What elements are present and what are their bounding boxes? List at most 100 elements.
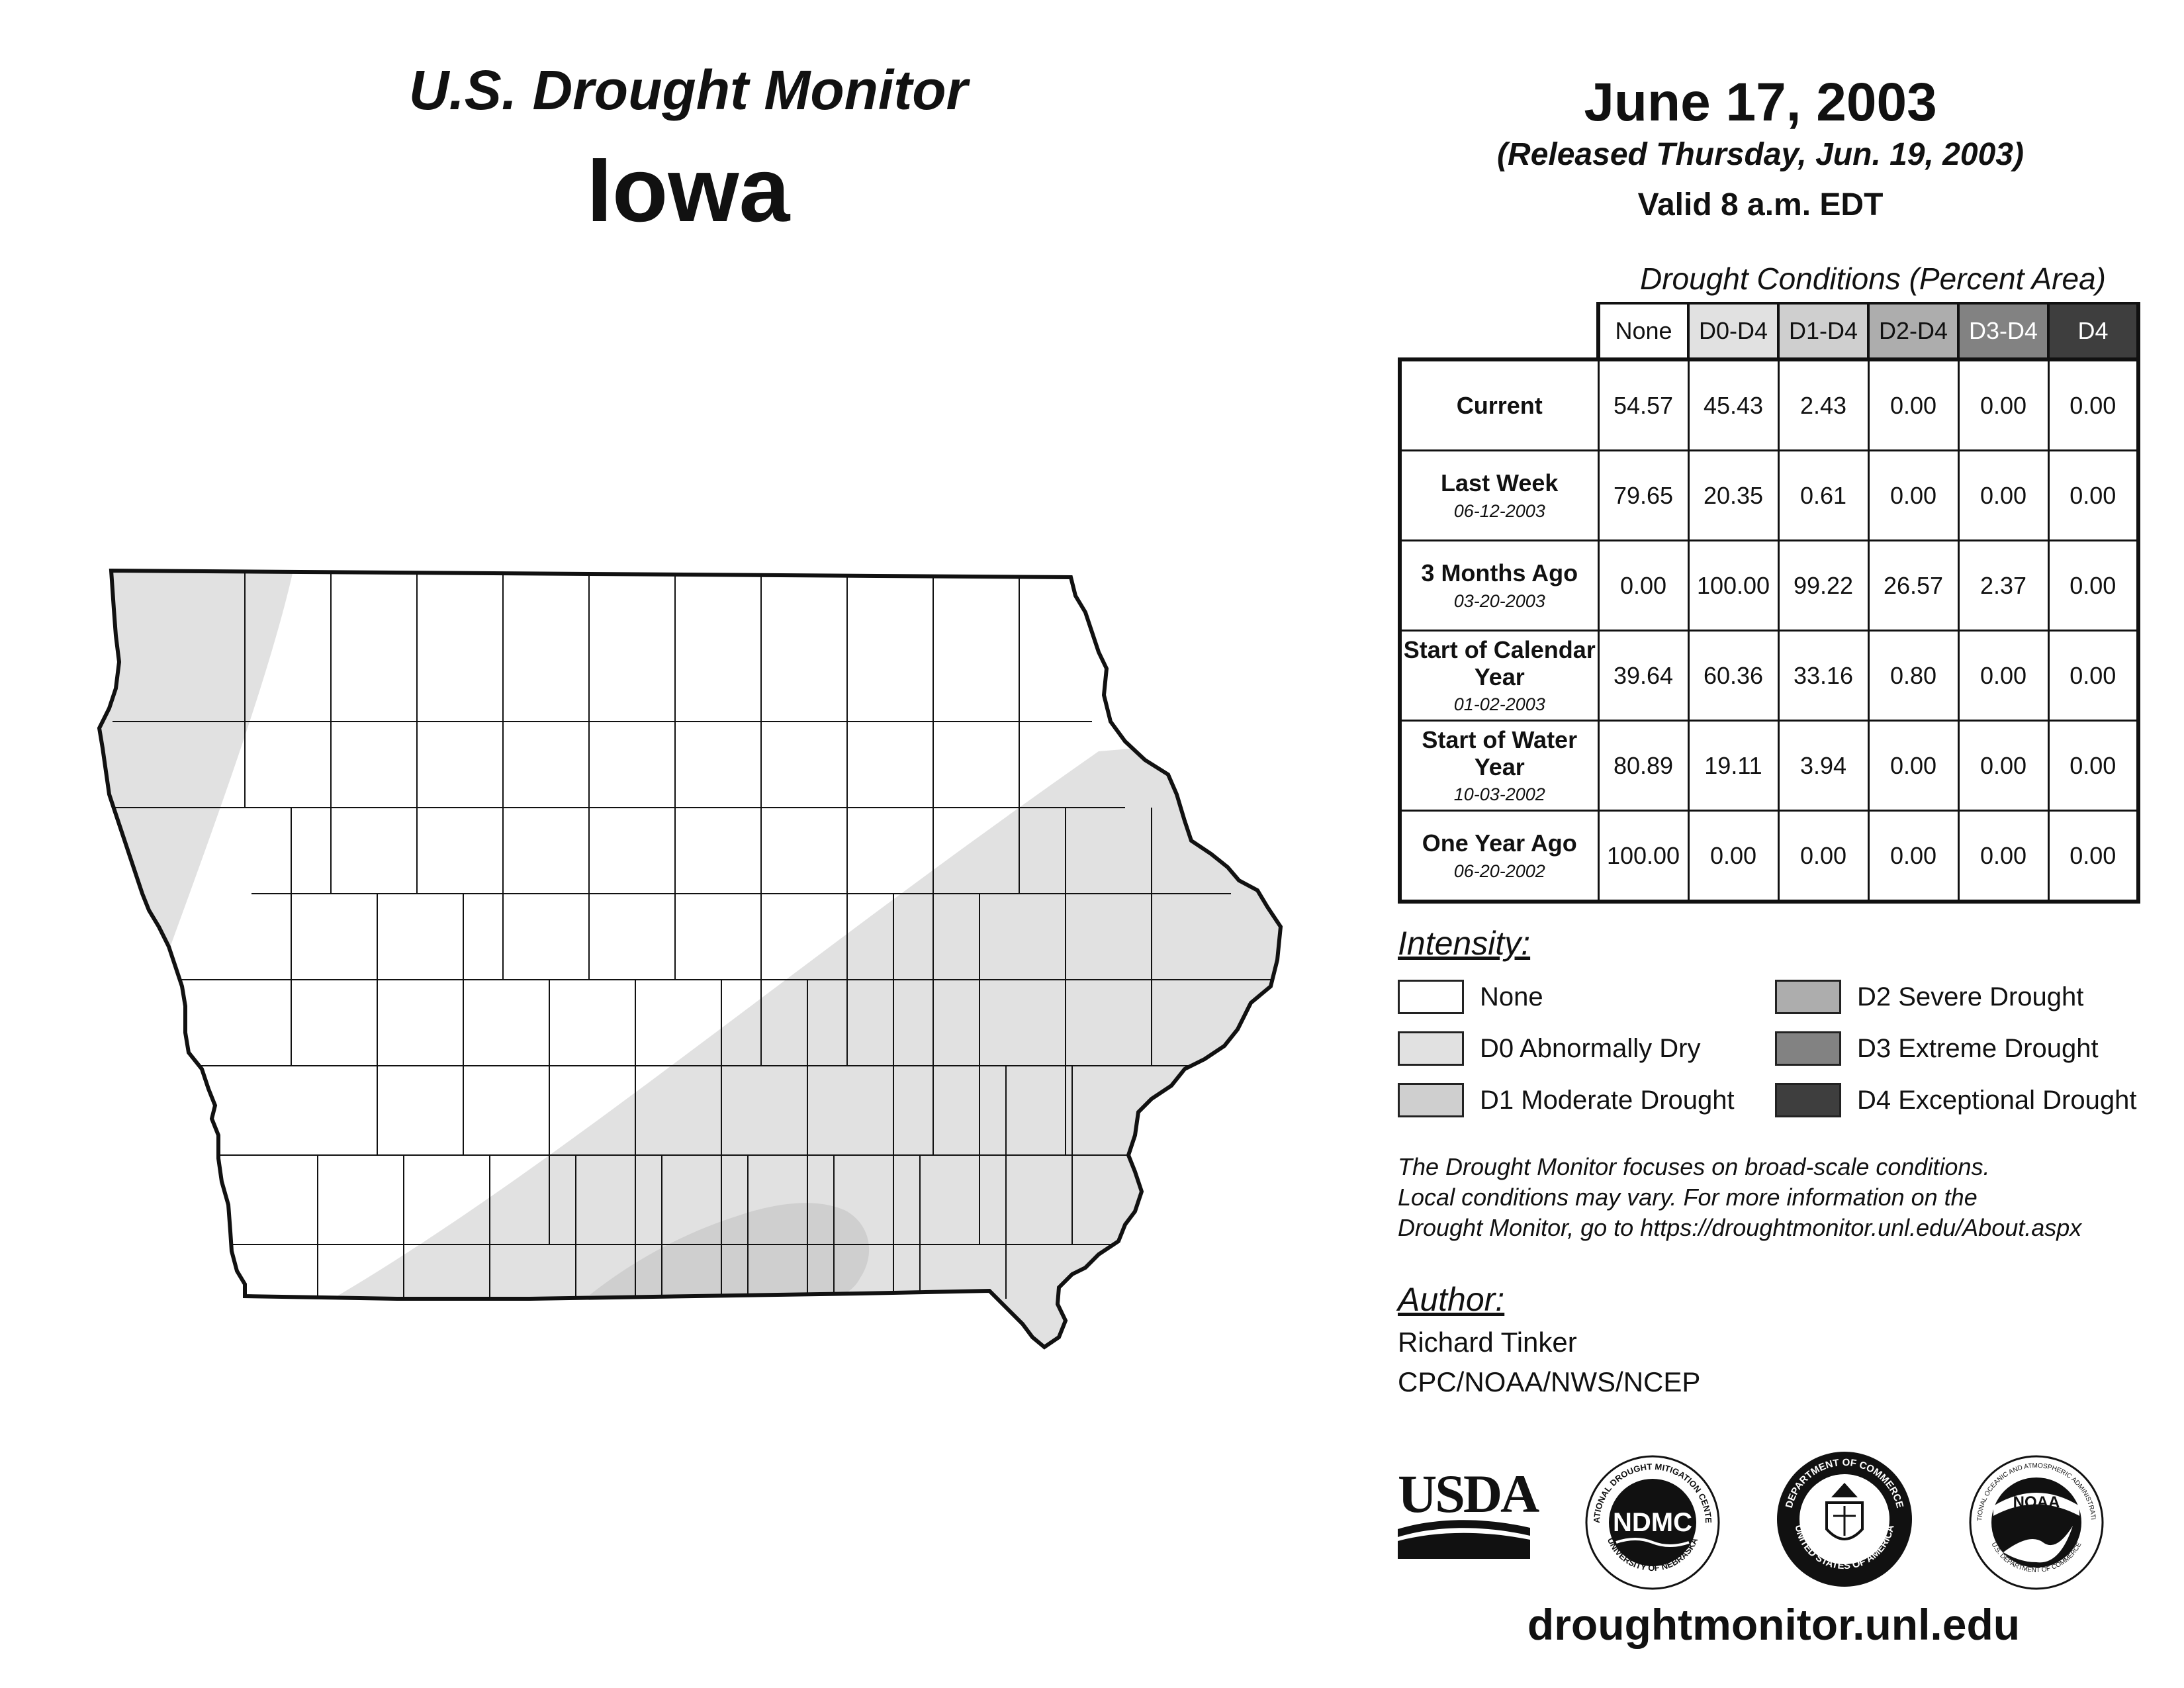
drought-conditions-table: None D0-D4 D1-D4 D2-D4 D3-D4 D4 Current … <box>1398 302 2140 904</box>
table-row-last-week: Last Week 06-12-2003 79.65 20.35 0.61 0.0… <box>1398 449 2140 541</box>
table-cell: 33.16 <box>1777 630 1870 722</box>
legend-title: Intensity: <box>1398 925 1531 962</box>
table-cell: 0.80 <box>1867 630 1960 722</box>
table-cell: 0.00 <box>2047 720 2140 812</box>
table-cell: 0.00 <box>2047 357 2140 451</box>
legend-swatch <box>1775 980 1841 1014</box>
legend-label: None <box>1480 982 1543 1011</box>
row-label: Current <box>1398 357 1600 451</box>
legend-item-none: None <box>1398 977 1543 1017</box>
row-label: 3 Months Ago 03-20-2003 <box>1398 539 1600 632</box>
row-label: Start of Calendar Year 01-02-2003 <box>1398 630 1600 722</box>
legend-swatch <box>1398 1031 1464 1066</box>
disclaimer-note: The Drought Monitor focuses on broad-sca… <box>1398 1152 2179 1243</box>
table-cell: 54.57 <box>1597 357 1690 451</box>
legend-swatch <box>1775 1083 1841 1117</box>
table-cell: 0.00 <box>1867 720 1960 812</box>
table-cell: 0.00 <box>1957 449 2050 541</box>
column-header-d1-d4: D1-D4 <box>1777 302 1870 361</box>
note-line: Drought Monitor, go to https://droughtmo… <box>1398 1214 2082 1241</box>
column-header-d3-d4: D3-D4 <box>1957 302 2050 361</box>
note-line: The Drought Monitor focuses on broad-sca… <box>1398 1153 1990 1180</box>
legend-item-d4: D4 Exceptional Drought <box>1775 1080 2136 1120</box>
row-label-text: Last Week <box>1441 469 1559 497</box>
row-label-text: Current <box>1456 391 1543 419</box>
table-cell: 0.00 <box>1777 810 1870 904</box>
noaa-bird-icon <box>2003 1526 2073 1563</box>
table-row-start-of-calendar-year: Start of Calendar Year 01-02-2003 39.64 6… <box>1398 630 2140 722</box>
drought-areas <box>99 571 1281 1347</box>
column-header-d4: D4 <box>2047 302 2140 361</box>
row-date: 01-02-2003 <box>1453 694 1545 715</box>
author-title: Author: <box>1398 1281 1505 1318</box>
row-date: 03-20-2003 <box>1453 590 1545 611</box>
usda-logo: USDA <box>1398 1463 1539 1559</box>
legend-swatch <box>1398 1083 1464 1117</box>
table-cell: 0.00 <box>1867 357 1960 451</box>
legend-swatch <box>1775 1031 1841 1066</box>
noaa-wordmark: NOAA <box>2013 1493 2060 1511</box>
row-date: 06-12-2003 <box>1453 500 1545 521</box>
row-label-text: Start of Calendar Year <box>1403 635 1596 690</box>
table-cell: 0.00 <box>2047 810 2140 904</box>
iowa-drought-map <box>0 0 1324 1390</box>
website-url: droughtmonitor.unl.edu <box>1527 1600 2021 1649</box>
table-cell: 60.36 <box>1687 630 1780 722</box>
table-cell: 39.64 <box>1597 630 1690 722</box>
legend-label: D1 Moderate Drought <box>1480 1085 1735 1115</box>
row-label-text: One Year Ago <box>1422 829 1577 857</box>
product-title: U.S. Drought Monitor <box>408 59 968 121</box>
legend-label: D0 Abnormally Dry <box>1480 1033 1701 1063</box>
table-cell: 100.00 <box>1597 810 1690 904</box>
table-cell: 0.00 <box>1867 810 1960 904</box>
legend-label: D4 Exceptional Drought <box>1857 1085 2137 1115</box>
legend-item-d0: D0 Abnormally Dry <box>1398 1029 1700 1068</box>
legend-swatch <box>1398 980 1464 1014</box>
ndmc-wordmark: NDMC <box>1613 1508 1692 1537</box>
column-header-d2-d4: D2-D4 <box>1867 302 1960 361</box>
ndmc-logo: NATIONAL DROUGHT MITIGATION CENTER UNIVE… <box>1583 1453 1720 1590</box>
legend-item-d3: D3 Extreme Drought <box>1775 1029 2099 1068</box>
table-header-row: None D0-D4 D1-D4 D2-D4 D3-D4 D4 <box>1400 302 2140 361</box>
table-cell: 26.57 <box>1867 539 1960 632</box>
table-cell: 100.00 <box>1687 539 1780 632</box>
table-cell: 0.00 <box>2047 449 2140 541</box>
table-cell: 0.00 <box>1957 357 2050 451</box>
table-cell: 0.61 <box>1777 449 1870 541</box>
row-label-text: Start of Water Year <box>1422 726 1578 780</box>
table-cell: 0.00 <box>1687 810 1780 904</box>
row-label: One Year Ago 06-20-2002 <box>1398 810 1600 904</box>
table-cell: 0.00 <box>1957 720 2050 812</box>
table-cell: 0.00 <box>1957 810 2050 904</box>
table-cell: 45.43 <box>1687 357 1780 451</box>
table-title: Drought Conditions (Percent Area) <box>1640 261 2106 296</box>
table-cell: 20.35 <box>1687 449 1780 541</box>
ndmc-wave-icon <box>1615 1538 1690 1547</box>
noaa-logo: NATIONAL OCEANIC AND ATMOSPHERIC ADMINIS… <box>1967 1453 2104 1590</box>
map-date: June 17, 2003 <box>1584 72 1937 132</box>
table-row-3-months-ago: 3 Months Ago 03-20-2003 0.00 100.00 99.22… <box>1398 539 2140 632</box>
table-cell: 0.00 <box>1957 630 2050 722</box>
table-cell: 99.22 <box>1777 539 1870 632</box>
table-cell: 19.11 <box>1687 720 1780 812</box>
table-cell: 0.00 <box>2047 539 2140 632</box>
department-of-commerce-seal: DEPARTMENT OF COMMERCE UNITED STATES OF … <box>1777 1452 1912 1587</box>
usda-swoosh-icon <box>1398 1520 1530 1559</box>
ship-icon <box>1833 1506 1856 1536</box>
table-row-start-of-water-year: Start of Water Year 10-03-2002 80.89 19.1… <box>1398 720 2140 812</box>
legend-item-d1: D1 Moderate Drought <box>1398 1080 1735 1120</box>
row-date: 06-20-2002 <box>1453 861 1545 881</box>
table-cell: 3.94 <box>1777 720 1870 812</box>
column-header-none: None <box>1596 302 1690 361</box>
shield-icon <box>1825 1501 1864 1540</box>
row-label: Start of Water Year 10-03-2002 <box>1398 720 1600 812</box>
legend-label: D3 Extreme Drought <box>1857 1033 2099 1063</box>
table-cell: 2.43 <box>1777 357 1870 451</box>
usda-wordmark: USDA <box>1398 1464 1539 1524</box>
eagle-icon <box>1831 1483 1858 1497</box>
note-line: Local conditions may vary. For more info… <box>1398 1184 1978 1211</box>
valid-time: Valid 8 a.m. EDT <box>1637 187 1884 222</box>
legend-item-d2: D2 Severe Drought <box>1775 977 2083 1017</box>
table-cell: 80.89 <box>1597 720 1690 812</box>
state-name: Iowa <box>586 139 790 241</box>
